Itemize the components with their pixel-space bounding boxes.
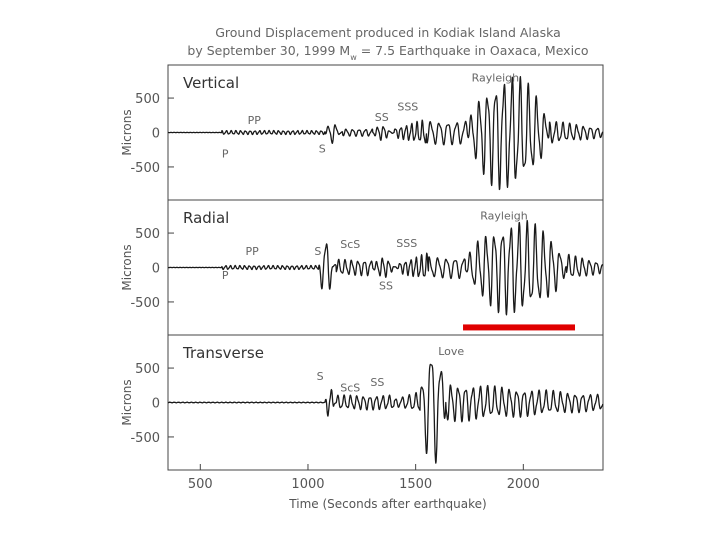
figure-title: Ground Displacement produced in Kodiak I… bbox=[187, 25, 588, 62]
phase-label: SSS bbox=[397, 100, 418, 113]
waveform-trace bbox=[167, 363, 604, 464]
x-tick-label: 1500 bbox=[399, 477, 432, 492]
highlight-bar bbox=[463, 324, 576, 331]
title-line-2: by September 30, 1999 Mw = 7.5 Earthquak… bbox=[187, 43, 588, 62]
phase-label: Love bbox=[438, 345, 464, 358]
y-axis-title: Microns bbox=[120, 379, 134, 425]
y-tick-label: 0 bbox=[152, 127, 160, 142]
phase-label: S bbox=[314, 245, 321, 258]
panel-label: Vertical bbox=[183, 74, 239, 92]
y-tick-label: -500 bbox=[130, 296, 160, 311]
y-axis-title: Microns bbox=[120, 109, 134, 155]
phase-label: P bbox=[222, 269, 229, 282]
phase-label: P bbox=[222, 147, 229, 160]
waveform-trace bbox=[167, 219, 604, 316]
panel-transverse: Transverse 500 0 -500 Microns S ScS SS Love bbox=[120, 334, 604, 471]
phase-label: ScS bbox=[340, 238, 360, 251]
y-tick-label: 500 bbox=[135, 92, 160, 107]
panel-label: Transverse bbox=[182, 344, 264, 362]
y-tick-label: -500 bbox=[130, 161, 160, 176]
y-axis-title: Microns bbox=[120, 244, 134, 290]
y-tick-label: 0 bbox=[152, 397, 160, 412]
phase-label: Rayleigh bbox=[480, 209, 528, 222]
x-tick-label: 1000 bbox=[291, 477, 324, 492]
x-axis-title: Time (Seconds after earthquake) bbox=[288, 497, 486, 511]
phase-label: S bbox=[317, 370, 324, 383]
phase-label: PP bbox=[246, 245, 260, 258]
panel-label: Radial bbox=[183, 209, 229, 227]
y-tick-label: 500 bbox=[135, 227, 160, 242]
y-tick-label: -500 bbox=[130, 431, 160, 446]
phase-label: SS bbox=[370, 376, 384, 389]
title-line-1: Ground Displacement produced in Kodiak I… bbox=[215, 25, 561, 40]
phase-label: ScS bbox=[340, 381, 360, 394]
phase-label: SS bbox=[375, 111, 389, 124]
phase-label: SSS bbox=[396, 237, 417, 250]
phase-label: SS bbox=[379, 280, 393, 293]
waveform-trace bbox=[167, 75, 604, 191]
phase-label: Rayleigh bbox=[472, 72, 520, 85]
panel-frame bbox=[167, 199, 604, 336]
phase-label: PP bbox=[248, 114, 262, 127]
y-tick-label: 500 bbox=[135, 362, 160, 377]
x-axis: 500 1000 1500 2000 bbox=[188, 464, 540, 492]
x-tick-label: 2000 bbox=[507, 477, 540, 492]
y-tick-label: 0 bbox=[152, 262, 160, 277]
phase-label: S bbox=[319, 142, 326, 155]
x-tick-label: 500 bbox=[188, 477, 213, 492]
